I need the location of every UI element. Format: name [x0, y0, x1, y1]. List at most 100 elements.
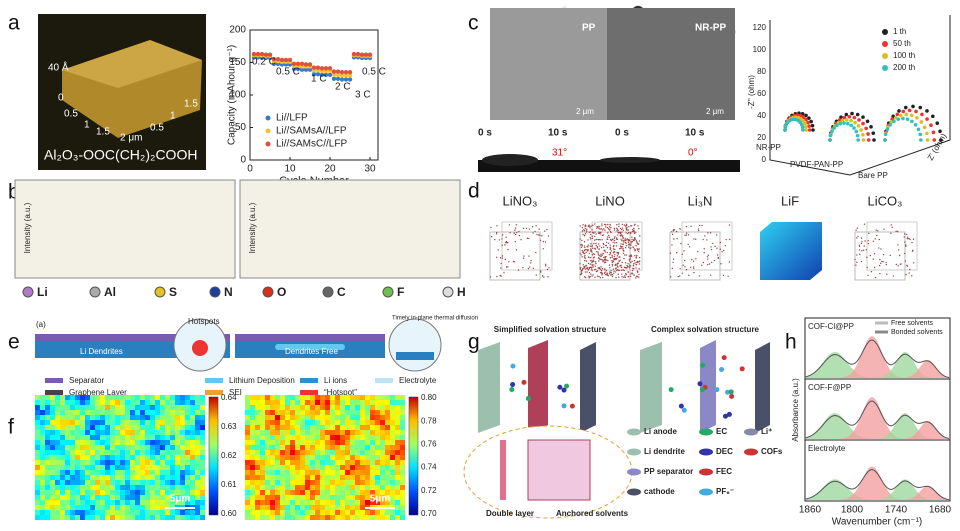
map-cell [175, 430, 180, 435]
particle [594, 265, 596, 267]
eis-tick: 120 [753, 23, 767, 32]
map-cell [60, 505, 65, 510]
map-cell [400, 395, 405, 400]
map-cell [110, 500, 115, 505]
eis-point [866, 138, 871, 142]
map-cell [370, 395, 375, 400]
map-cell [315, 475, 320, 480]
map-cell [50, 510, 55, 515]
map-cell [130, 480, 135, 485]
map-cell [180, 440, 185, 445]
map-cell [295, 455, 300, 460]
map-cell [150, 485, 155, 490]
map-cell [145, 485, 150, 490]
particle [585, 260, 588, 262]
map-cell [85, 420, 90, 425]
eis-box [769, 15, 951, 176]
sem-image [490, 8, 607, 120]
map-cell [290, 485, 295, 490]
map-cell [135, 485, 140, 490]
map-cell [305, 435, 310, 440]
map-cell [265, 465, 270, 470]
map-cell [165, 410, 170, 415]
cubes: LiNO₃ LiNO Li₃N LiF LiCO₃ [489, 193, 918, 281]
map-cell [270, 460, 275, 465]
map-cell [340, 430, 345, 435]
point [327, 66, 333, 71]
point [347, 70, 353, 75]
map-cell [55, 480, 60, 485]
map-cell [125, 495, 130, 500]
map-cell [365, 435, 370, 440]
point [311, 72, 317, 77]
particle [633, 248, 635, 250]
particle [904, 260, 907, 262]
map-cell [45, 435, 50, 440]
map-cell [65, 485, 70, 490]
map-cell [395, 440, 400, 445]
particle [594, 223, 596, 225]
map-cell [395, 410, 400, 415]
map-cell [285, 490, 290, 495]
particle [608, 226, 611, 228]
map-cell [115, 480, 120, 485]
particle [586, 230, 588, 232]
particle [628, 246, 630, 248]
map-cell [265, 500, 270, 505]
particle [621, 269, 623, 271]
map-cell [340, 490, 345, 495]
particle [588, 277, 590, 279]
map-cell [180, 510, 185, 515]
map-cell [145, 470, 150, 475]
particle [590, 249, 592, 251]
map-cell [70, 400, 75, 405]
map-cell [60, 425, 65, 430]
solvent [729, 393, 735, 399]
map-cell [85, 510, 90, 515]
map-cell [40, 455, 45, 460]
map-cell [260, 505, 265, 510]
peak [805, 413, 950, 439]
legend-marker [627, 488, 641, 496]
map-cell [355, 480, 360, 485]
map-cell [390, 400, 395, 405]
map-cell [295, 490, 300, 495]
legend-label: cathode [644, 487, 675, 496]
map-cell [315, 410, 320, 415]
map-cell [280, 430, 285, 435]
map-cell [355, 475, 360, 480]
particle [632, 231, 634, 233]
eis-point [850, 111, 854, 116]
particle [598, 243, 600, 245]
map-cell [70, 515, 75, 520]
sem-image [607, 8, 735, 120]
point [291, 61, 297, 66]
map-cell [85, 515, 90, 520]
particle [698, 224, 701, 227]
cube [489, 231, 541, 281]
map-cell [120, 510, 125, 515]
map-cell [195, 440, 200, 445]
thermal-label: Li Dendrites [80, 347, 123, 356]
map-cell [125, 485, 130, 490]
particle [626, 229, 628, 231]
map-cell [140, 410, 145, 415]
particle [616, 262, 619, 265]
legend-label: Li//SAMsA//LFP [276, 126, 347, 137]
eis-point [828, 133, 833, 138]
eis-point [811, 128, 815, 132]
particle [520, 239, 522, 241]
map-cell [305, 500, 310, 505]
map-cell [265, 490, 270, 495]
map-cell [45, 480, 50, 485]
point [251, 51, 257, 57]
map-cell [370, 515, 375, 520]
map-cell [370, 470, 375, 475]
map-cell [95, 400, 100, 405]
map-cell [115, 450, 120, 455]
particle [613, 272, 615, 274]
map-cell [320, 485, 325, 490]
eis-point [806, 120, 810, 125]
particle [608, 253, 611, 256]
map-cell [90, 505, 95, 510]
